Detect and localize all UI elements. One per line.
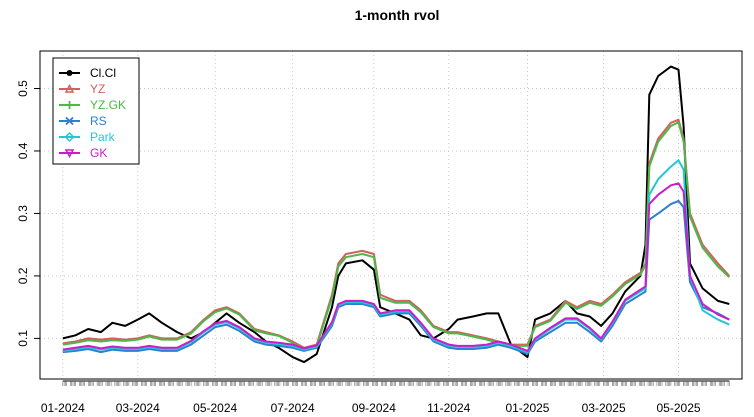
plot-frame: [39, 50, 743, 380]
legend-label-park: Park: [90, 130, 116, 144]
legend: Cl.Cl YZ YZ.GK RS Park GK: [52, 57, 140, 165]
legend-label-cl-cl: Cl.Cl: [90, 66, 116, 80]
x-tick-label: 09-2024: [352, 401, 396, 415]
legend-label-yz-gk: YZ.GK: [90, 98, 126, 112]
series-line-yz-gk: [62, 121, 730, 350]
legend-marker-cl-cl: [66, 70, 73, 76]
series-lines: [62, 65, 731, 364]
series-line-gk: [62, 182, 730, 352]
series-line-rs: [62, 199, 730, 355]
chart-title: 1-month rvol: [355, 7, 440, 23]
legend-box: [52, 57, 140, 165]
y-axis: 0.1 0.2 0.3 0.4 0.5: [16, 80, 40, 347]
legend-marker-yz: [64, 83, 75, 93]
legend-marker-park: [64, 131, 75, 143]
x-tick-label: 01-2025: [505, 401, 549, 415]
x-tick-label: 03-2024: [116, 401, 160, 415]
y-tick-label: 0.5: [16, 80, 30, 97]
legend-marker-gk: [64, 149, 75, 159]
x-tick-label: 05-2025: [657, 401, 701, 415]
y-tick-label: 0.3: [16, 205, 30, 222]
series-line-cl-cl: [62, 65, 730, 364]
y-tick-label: 0.2: [16, 267, 30, 284]
legend-marker-rs: [65, 116, 74, 126]
x-tick-label: 07-2024: [271, 401, 315, 415]
y-tick-label: 0.1: [16, 330, 30, 347]
x-tick-label: 11-2024: [427, 401, 470, 415]
grid: [40, 51, 742, 379]
legend-label-yz: YZ: [90, 82, 105, 96]
legend-marker-yz-gk: [65, 101, 74, 109]
x-tick-label: 03-2025: [582, 401, 626, 415]
x-axis: 01-2024 03-2024 05-2024 07-2024 09-2024 11-20…: [41, 380, 730, 415]
x-tick-label: 05-2024: [193, 401, 237, 415]
legend-label-rs: RS: [90, 114, 107, 128]
y-tick-label: 0.4: [16, 142, 30, 159]
legend-label-gk: GK: [90, 146, 107, 160]
x-tick-label: 01-2024: [41, 401, 85, 415]
